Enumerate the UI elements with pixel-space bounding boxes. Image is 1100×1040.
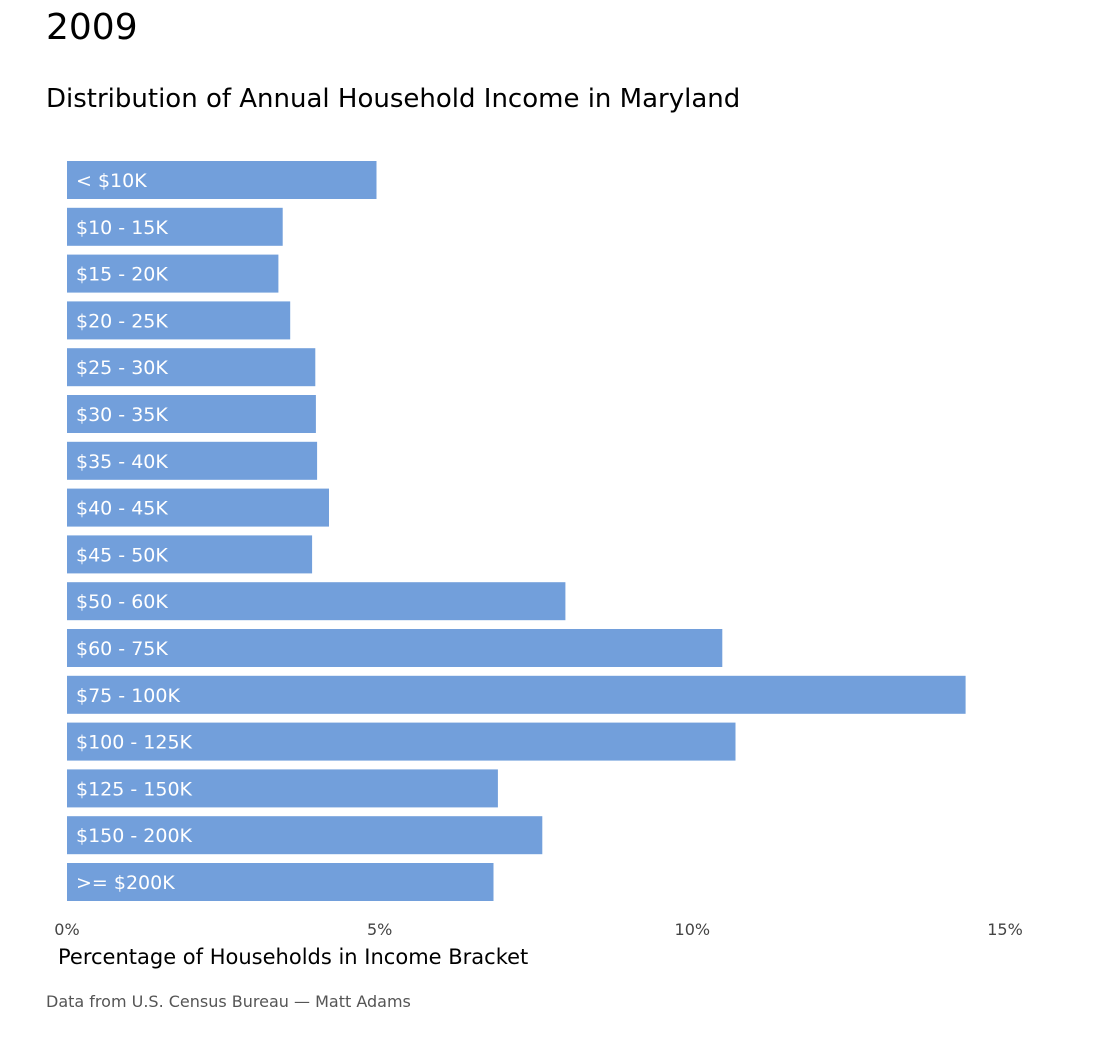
- x-tick-label: 0%: [54, 920, 79, 939]
- bar-category-label: $10 - 15K: [76, 217, 168, 239]
- bar: [67, 301, 291, 340]
- bar-category-label: $25 - 30K: [76, 357, 168, 379]
- x-axis-title: Percentage of Households in Income Brack…: [58, 945, 529, 969]
- bar-labels-layer: < $10K $10 - 15K $15 - 20K $20 - 25K $25 - 3…: [76, 170, 193, 894]
- bar: [67, 675, 966, 714]
- bar-category-label: $150 - 200K: [76, 825, 193, 847]
- bar-category-label: $15 - 20K: [76, 264, 168, 286]
- bar-category-label: $100 - 125K: [76, 732, 193, 754]
- bar-category-label: $35 - 40K: [76, 451, 168, 473]
- bar: [67, 161, 377, 199]
- x-tick-label: 10%: [675, 920, 711, 939]
- source-note: Data from U.S. Census Bureau — Matt Adam…: [46, 992, 411, 1011]
- bar: [67, 488, 329, 527]
- bars-layer: [67, 161, 966, 901]
- chart-title: Distribution of Annual Household Income …: [46, 84, 741, 114]
- bar-category-label: $45 - 50K: [76, 544, 168, 566]
- bar-category-label: $50 - 60K: [76, 591, 168, 613]
- bar-category-label: $20 - 25K: [76, 310, 168, 332]
- bar: [67, 348, 316, 387]
- bar: [67, 582, 566, 621]
- bar: [67, 207, 283, 246]
- bar-category-label: $40 - 45K: [76, 498, 168, 520]
- bar: [67, 769, 498, 808]
- bar: [67, 254, 279, 293]
- bar: [67, 441, 318, 480]
- x-axis-ticks: 0% 5% 10% 15%: [54, 920, 1022, 939]
- x-tick-label: 5%: [367, 920, 392, 939]
- bar: [67, 535, 313, 574]
- bar-category-label: $30 - 35K: [76, 404, 168, 426]
- bar: [67, 816, 543, 855]
- x-tick-label: 15%: [987, 920, 1023, 939]
- bar: [67, 629, 723, 667]
- bar-category-label: < $10K: [76, 170, 147, 192]
- bar: [67, 395, 316, 433]
- bar: [67, 863, 494, 901]
- chart-year-title: 2009: [46, 7, 138, 48]
- bar-category-label: $75 - 100K: [76, 685, 180, 707]
- bar: [67, 722, 736, 761]
- bar-category-label: >= $200K: [76, 872, 175, 894]
- bar-category-label: $60 - 75K: [76, 638, 168, 660]
- bar-category-label: $125 - 150K: [76, 778, 193, 800]
